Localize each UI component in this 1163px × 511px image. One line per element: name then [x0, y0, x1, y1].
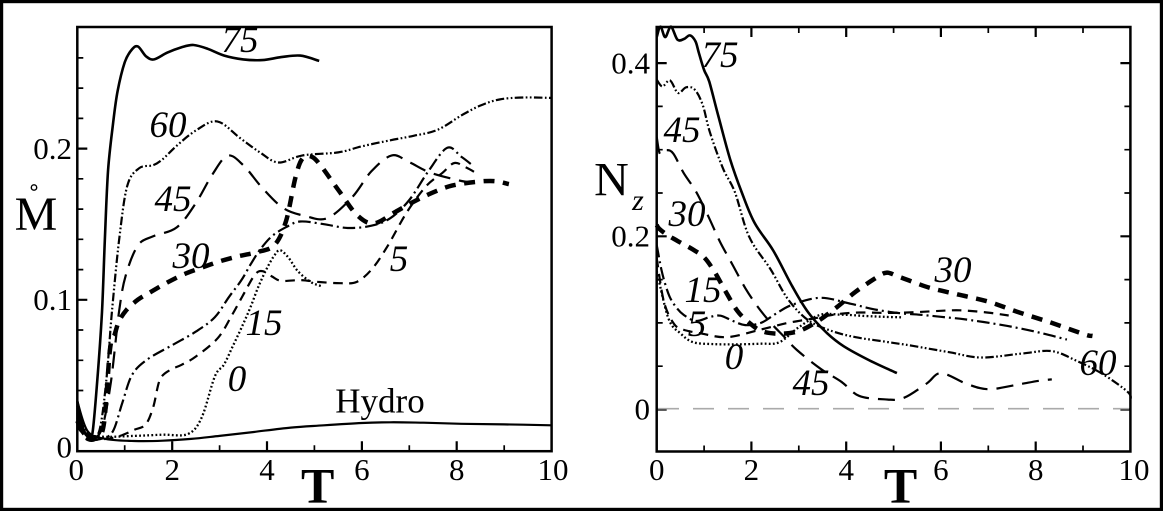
svg-text:4: 4 [838, 452, 854, 487]
svg-text:30: 30 [668, 194, 707, 235]
svg-text:0: 0 [69, 452, 85, 487]
svg-text:z: z [631, 184, 644, 217]
svg-text:8: 8 [1028, 452, 1044, 487]
svg-text:60: 60 [150, 105, 188, 146]
svg-text:0.2: 0.2 [611, 219, 650, 254]
svg-text:0.4: 0.4 [611, 45, 650, 80]
svg-text:75: 75 [222, 20, 259, 61]
svg-text:N: N [594, 154, 629, 207]
svg-text:4: 4 [259, 452, 275, 487]
svg-text:0: 0 [228, 359, 247, 400]
svg-text:M: M [15, 188, 58, 241]
svg-text:10: 10 [538, 452, 569, 487]
svg-text:0: 0 [635, 392, 651, 427]
svg-text:5: 5 [390, 239, 409, 280]
svg-text:0: 0 [57, 430, 73, 465]
svg-text:6: 6 [933, 452, 949, 487]
svg-text:15: 15 [246, 303, 283, 344]
svg-text:2: 2 [164, 452, 180, 487]
svg-text:0.1: 0.1 [33, 282, 72, 317]
svg-text:0: 0 [725, 337, 744, 378]
svg-text:30: 30 [934, 250, 973, 291]
svg-text:15: 15 [685, 270, 722, 311]
svg-text:2: 2 [744, 452, 760, 487]
svg-text:T: T [301, 458, 334, 511]
svg-text:45: 45 [664, 110, 701, 151]
svg-text:60: 60 [1080, 343, 1118, 384]
svg-text:6: 6 [354, 452, 370, 487]
svg-text:10: 10 [1119, 452, 1150, 487]
svg-text:Hydro: Hydro [335, 382, 424, 421]
svg-text:45: 45 [793, 363, 830, 404]
svg-text:30: 30 [172, 236, 211, 277]
svg-text:75: 75 [702, 35, 739, 76]
svg-text:T: T [884, 458, 917, 511]
svg-text:0.2: 0.2 [33, 131, 72, 166]
svg-text:45: 45 [155, 179, 192, 220]
svg-text:0: 0 [649, 452, 665, 487]
svg-text:5: 5 [688, 304, 707, 345]
svg-text:8: 8 [449, 452, 465, 487]
